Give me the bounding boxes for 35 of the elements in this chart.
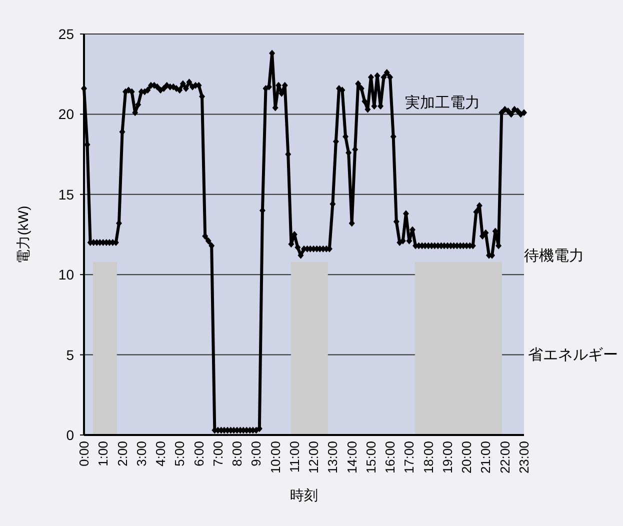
- annotation: 待機電力: [524, 248, 584, 264]
- x-tick-label: 2:00: [114, 441, 130, 466]
- x-tick-label: 20:00: [459, 441, 474, 474]
- annotation: 実加工電力: [405, 94, 480, 112]
- x-tick-label: 12:00: [306, 441, 322, 474]
- x-tick-label: 1:00: [96, 441, 111, 466]
- x-tick-label: 15:00: [363, 441, 378, 474]
- x-tick-label: 14:00: [344, 441, 360, 474]
- y-tick-label: 20: [58, 106, 74, 122]
- y-tick-label: 10: [58, 266, 74, 283]
- y-tick-label: 5: [66, 346, 74, 363]
- y-axis-title: 電力(kW): [15, 206, 31, 264]
- x-tick-label: 9:00: [248, 441, 264, 466]
- x-tick-label: 5:00: [172, 441, 188, 466]
- x-tick-label: 8:00: [230, 441, 245, 466]
- x-tick-label: 3:00: [134, 441, 149, 466]
- x-tick-label: 6:00: [191, 441, 206, 466]
- x-tick-label: 23:00: [516, 441, 532, 474]
- y-tick-label: 15: [58, 186, 74, 202]
- y-tick-label: 0: [66, 427, 74, 443]
- x-tick-label: 4:00: [153, 441, 168, 466]
- x-tick-label: 21:00: [478, 441, 494, 474]
- x-tick-label: 19:00: [440, 441, 455, 474]
- text: 省エネルギー: [528, 346, 618, 364]
- x-tick-label: 0:00: [76, 441, 92, 466]
- x-tick-label: 17:00: [402, 441, 417, 474]
- x-axis-title: 時刻: [290, 487, 318, 503]
- x-tick-label: 18:00: [420, 441, 436, 474]
- x-tick-label: 22:00: [497, 441, 512, 474]
- x-tick-label: 16:00: [382, 441, 398, 474]
- y-tick-label: 25: [58, 26, 74, 42]
- x-tick-label: 7:00: [210, 441, 226, 466]
- x-tick-label: 11:00: [286, 441, 302, 473]
- x-tick-label: 13:00: [325, 441, 340, 474]
- x-tick-label: 10:00: [268, 441, 283, 474]
